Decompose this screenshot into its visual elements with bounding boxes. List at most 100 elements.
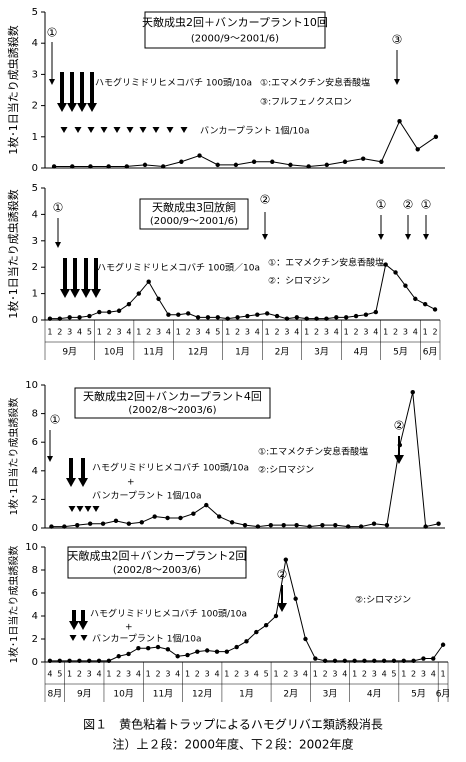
arrow-head (69, 621, 79, 630)
point (165, 647, 171, 652)
x-tick-label: 5 (87, 328, 92, 337)
x-month-label: 6月 (436, 689, 451, 700)
x-tick-label: 4 (334, 328, 339, 337)
point (362, 658, 367, 664)
bank-marker (87, 127, 95, 133)
x-tick-label: 1 (47, 328, 52, 337)
point (70, 164, 75, 169)
caption: 図１ 黄色粘着トラップによるハモグリバエ類誘殺消長 (83, 717, 383, 732)
annotation: ②:シロマジン (258, 466, 314, 476)
point (224, 649, 230, 654)
point (379, 159, 384, 164)
bank-marker (76, 506, 84, 512)
title-box (144, 11, 326, 49)
y-tick-label: 5 (32, 7, 38, 18)
y-tick-label: 2 (32, 101, 38, 112)
arrow-head (55, 242, 61, 248)
point (353, 313, 359, 319)
chart-title: 天敵成虫2回＋バンカープラント2回 (68, 549, 247, 562)
point (343, 315, 349, 320)
bank-marker (113, 127, 121, 133)
x-tick-label: 3 (324, 328, 329, 337)
x-month-label: 6月 (423, 347, 438, 358)
x-tick-label: 1 (136, 328, 141, 337)
y-tick-label: 2 (32, 634, 38, 645)
point (273, 613, 279, 619)
arrow-head (81, 289, 91, 298)
x-tick-label: 4 (77, 328, 82, 337)
point (136, 646, 141, 651)
point (432, 307, 438, 312)
point (233, 162, 239, 168)
point (244, 639, 249, 644)
point (116, 654, 121, 659)
x-tick-label: 1 (273, 670, 278, 679)
point (47, 658, 53, 664)
annotation: バンカープラント 1個/10a (92, 490, 202, 502)
x-tick-label: 4 (382, 670, 387, 679)
point (152, 514, 157, 519)
bank-marker (74, 127, 82, 133)
bank-marker (68, 506, 76, 512)
y-axis-label: 1枚･1日当たり成虫誘殺数 (6, 25, 20, 155)
point (283, 557, 289, 562)
y-tick-label: 0 (32, 315, 38, 326)
x-tick-label: 1 (383, 328, 388, 337)
point (67, 315, 72, 320)
x-tick-label: 3 (284, 328, 289, 337)
point (245, 313, 250, 319)
x-tick-label: 4 (342, 670, 347, 679)
point (77, 658, 82, 664)
arrow-head (78, 478, 88, 487)
chart-title: 天敵成虫2回＋バンカープラント10回 (142, 16, 328, 29)
x-tick-label: 3 (372, 670, 377, 679)
annotation: ハモグリミドリヒメコバチ 100頭／10a (97, 262, 260, 274)
x-tick-label: 1 (185, 670, 190, 679)
x-tick-label: 1 (97, 328, 102, 337)
x-tick-label: 2 (323, 670, 328, 679)
point (191, 511, 196, 516)
point (87, 313, 92, 319)
point (440, 642, 446, 647)
x-tick-label: 4 (413, 328, 418, 337)
bank-marker (152, 127, 160, 133)
x-tick-label: 3 (293, 670, 298, 679)
x-month-label: 11月 (143, 347, 163, 358)
point (136, 291, 142, 296)
x-tick-label: 2 (155, 670, 160, 679)
annotation: ハモグリミドリヒメコバチ 100頭/10a (90, 608, 247, 620)
x-tick-label: 4 (175, 670, 180, 679)
point (106, 658, 112, 664)
x-tick-label: 5 (215, 328, 220, 337)
bank-marker (166, 127, 174, 133)
point (381, 658, 387, 664)
annotation: ハモグリミドリヒメコバチ 100頭/10a (92, 462, 249, 474)
point (160, 164, 166, 169)
x-tick-label: 3 (332, 670, 337, 679)
x-tick-label: 3 (156, 328, 161, 337)
x-tick-label: 2 (354, 328, 359, 337)
point (229, 520, 235, 525)
point (306, 164, 311, 169)
point (333, 522, 338, 528)
annotation: + (127, 478, 135, 488)
point (175, 654, 180, 659)
point (352, 658, 357, 664)
x-tick-label: 1 (146, 670, 151, 679)
x-tick-label: 3 (87, 670, 92, 679)
annotation: ① (47, 26, 58, 40)
x-tick-label: 1 (313, 670, 318, 679)
point (294, 315, 300, 320)
arrow-head (87, 103, 97, 112)
point (373, 309, 379, 315)
annotation: ② (394, 419, 405, 433)
annotation: ② (277, 568, 288, 582)
x-tick-label: 4 (431, 670, 436, 679)
point (100, 521, 106, 526)
y-tick-label: 8 (32, 565, 38, 576)
point (332, 658, 338, 664)
point (146, 646, 151, 651)
annotation: ③:フルフェノクスロン (260, 97, 352, 108)
x-tick-label: 4 (136, 670, 141, 679)
point (126, 521, 132, 526)
